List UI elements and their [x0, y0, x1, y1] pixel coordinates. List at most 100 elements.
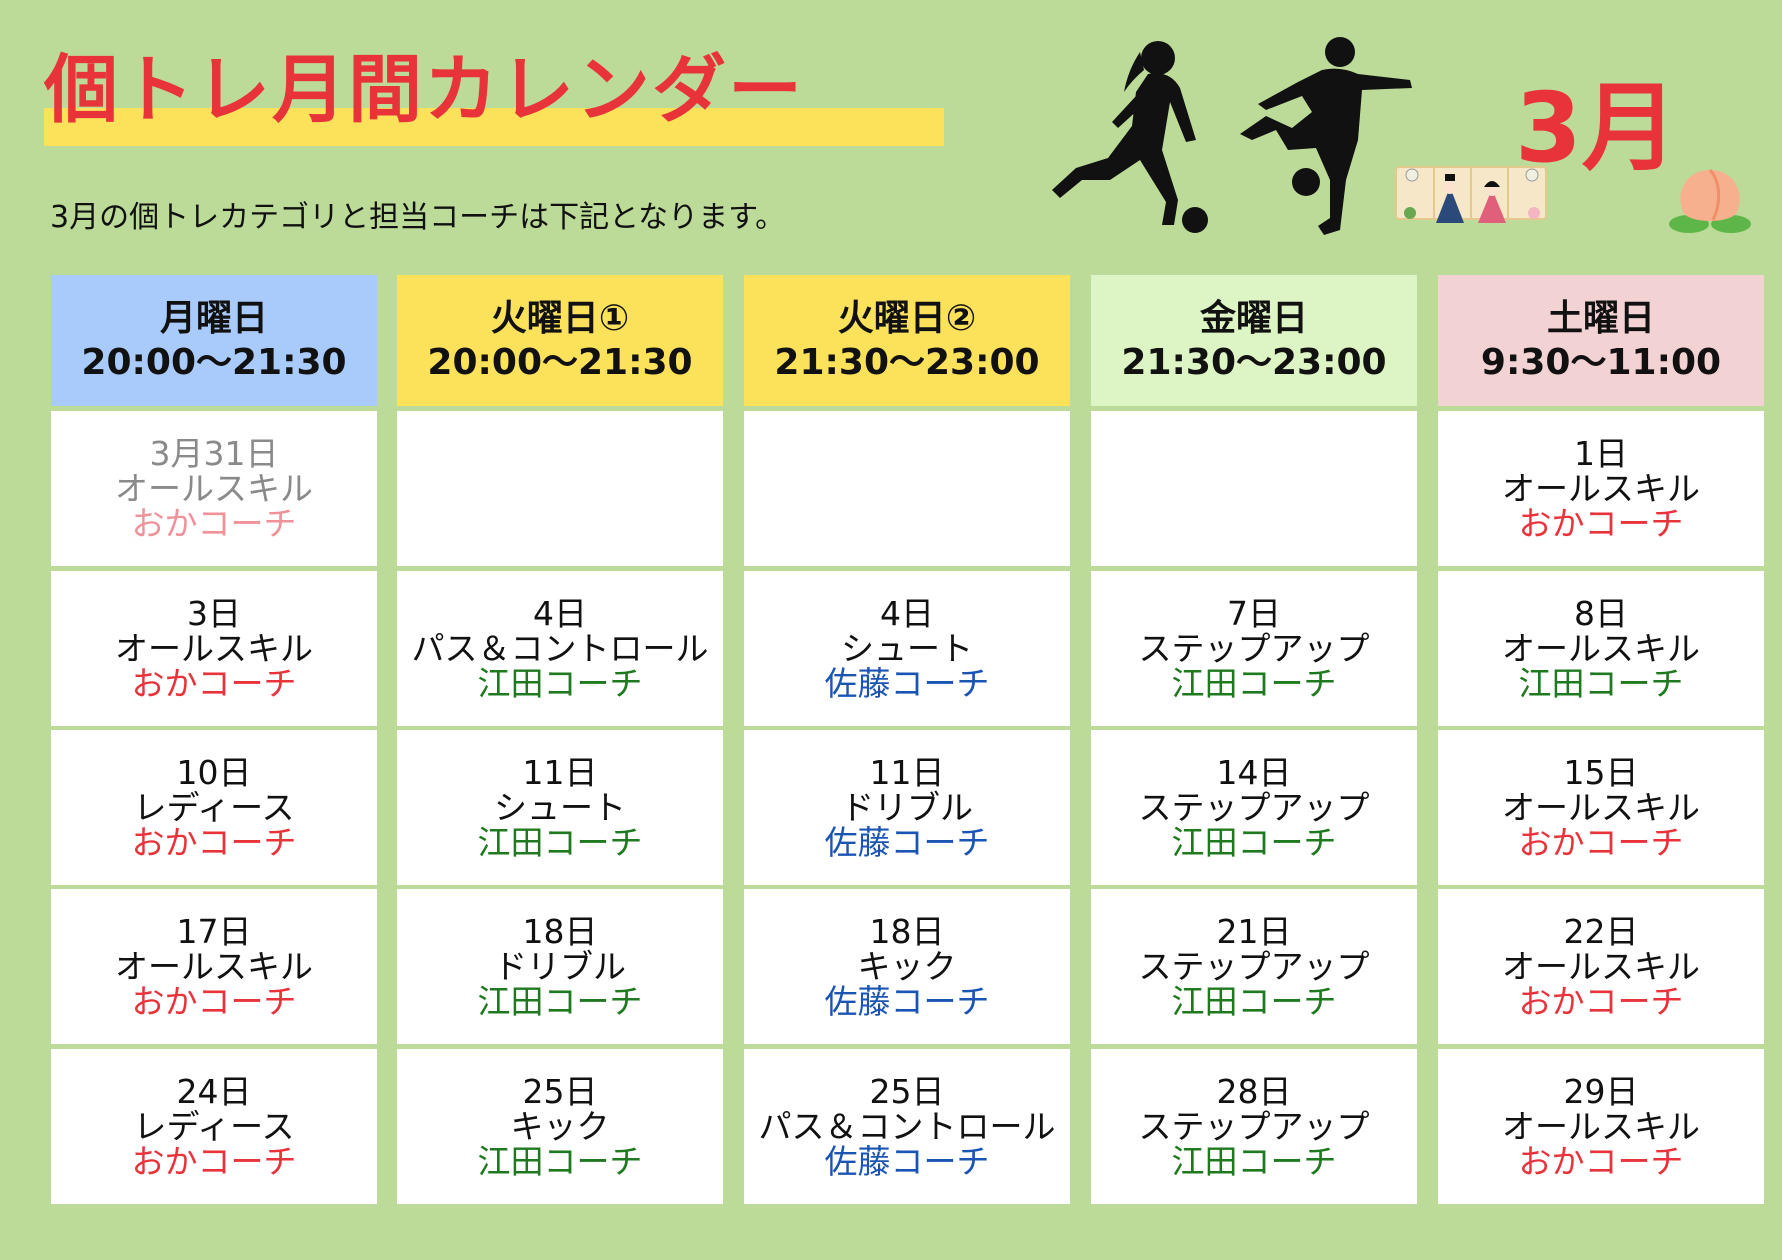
session-date: 3月31日: [149, 434, 279, 473]
session-cell: 25日 キック 江田コーチ: [397, 1049, 723, 1204]
session-coach: 佐藤コーチ: [824, 1142, 990, 1181]
session-category: レディース: [133, 1107, 295, 1146]
column-time: 21:30〜23:00: [1121, 341, 1387, 383]
session-coach: 江田コーチ: [477, 664, 643, 703]
session-date: 7日: [1227, 594, 1281, 633]
session-cell: 24日 レディース おかコーチ: [51, 1049, 377, 1204]
session-coach: 江田コーチ: [1171, 823, 1337, 862]
session-cell: 18日 キック 佐藤コーチ: [744, 889, 1070, 1044]
session-coach: おかコーチ: [131, 982, 297, 1021]
column-header: 月曜日 20:00〜21:30: [51, 275, 377, 406]
session-date: 18日: [522, 912, 598, 951]
session-coach: おかコーチ: [131, 504, 297, 543]
session-category: オールスキル: [1502, 947, 1700, 986]
session-coach: 江田コーチ: [1171, 664, 1337, 703]
session-coach: おかコーチ: [1518, 1142, 1684, 1181]
soccer-ball-icon: [1182, 207, 1208, 233]
calendar-column: 土曜日 9:30〜11:00 1日 オールスキル おかコーチ 8日 オールスキル 江田コーチ 1…: [1438, 275, 1764, 1204]
session-date: 10日: [176, 753, 252, 792]
session-category: オールスキル: [115, 947, 313, 986]
session-category: ステップアップ: [1138, 947, 1370, 986]
column-day: 火曜日①: [490, 297, 630, 339]
session-date: 21日: [1216, 912, 1292, 951]
session-category: オールスキル: [1502, 629, 1700, 668]
session-date: 25日: [522, 1072, 598, 1111]
session-category: キック: [857, 947, 957, 986]
session-cell: 28日 ステップアップ 江田コーチ: [1091, 1049, 1417, 1204]
column-time: 9:30〜11:00: [1480, 341, 1722, 383]
session-cell: 11日 シュート 江田コーチ: [397, 730, 723, 885]
page-title: 個トレ月間カレンダー: [44, 47, 804, 133]
session-coach: おかコーチ: [131, 823, 297, 862]
session-category: ドリブル: [841, 788, 973, 827]
column-header: 金曜日 21:30〜23:00: [1091, 275, 1417, 406]
session-coach: 江田コーチ: [1171, 982, 1337, 1021]
session-category: シュート: [841, 629, 973, 668]
session-category: オールスキル: [1502, 1107, 1700, 1146]
session-date: 14日: [1216, 753, 1292, 792]
column-header: 土曜日 9:30〜11:00: [1438, 275, 1764, 406]
session-category: オールスキル: [1502, 469, 1700, 508]
column-day: 土曜日: [1546, 297, 1655, 339]
column-day: 金曜日: [1199, 297, 1308, 339]
session-cell: 15日 オールスキル おかコーチ: [1438, 730, 1764, 885]
session-coach: 佐藤コーチ: [824, 982, 990, 1021]
empty-cell: [1091, 411, 1417, 566]
session-coach: おかコーチ: [1518, 823, 1684, 862]
session-date: 11日: [869, 753, 945, 792]
column-header: 火曜日① 20:00〜21:30: [397, 275, 723, 406]
session-coach: 江田コーチ: [477, 823, 643, 862]
session-coach: 江田コーチ: [477, 1142, 643, 1181]
session-cell: 1日 オールスキル おかコーチ: [1438, 411, 1764, 566]
session-cell: 29日 オールスキル おかコーチ: [1438, 1049, 1764, 1204]
session-date: 24日: [176, 1072, 252, 1111]
session-category: パス＆コントロール: [411, 629, 709, 668]
session-coach: おかコーチ: [131, 1142, 297, 1181]
session-date: 4日: [880, 594, 934, 633]
column-time: 21:30〜23:00: [774, 341, 1040, 383]
session-cell: 22日 オールスキル おかコーチ: [1438, 889, 1764, 1044]
session-date: 28日: [1216, 1072, 1292, 1111]
column-time: 20:00〜21:30: [81, 341, 347, 383]
session-cell: 17日 オールスキル おかコーチ: [51, 889, 377, 1044]
hina-dolls-icon: [1395, 166, 1547, 223]
title-highlight: [44, 108, 944, 146]
session-coach: おかコーチ: [1518, 982, 1684, 1021]
session-cell: 7日 ステップアップ 江田コーチ: [1091, 571, 1417, 726]
session-coach: 江田コーチ: [1518, 664, 1684, 703]
soccer-player-female-silhouette: [1052, 41, 1196, 225]
session-category: オールスキル: [115, 629, 313, 668]
session-date: 8日: [1574, 594, 1628, 633]
session-coach: 江田コーチ: [1171, 1142, 1337, 1181]
session-date: 29日: [1563, 1072, 1639, 1111]
title-area: 個トレ月間カレンダー: [44, 40, 944, 146]
soccer-players-illustration: [1052, 37, 1412, 235]
session-date: 15日: [1563, 753, 1639, 792]
session-cell: 18日 ドリブル 江田コーチ: [397, 889, 723, 1044]
calendar-column: 火曜日① 20:00〜21:30 4日 パス＆コントロール 江田コーチ 11日 シュート 江田…: [397, 275, 723, 1204]
session-category: オールスキル: [115, 469, 313, 508]
session-category: ドリブル: [494, 947, 626, 986]
session-date: 18日: [869, 912, 945, 951]
session-cell: 3月31日 オールスキル おかコーチ: [51, 411, 377, 566]
column-day: 月曜日: [159, 297, 268, 339]
column-header: 火曜日② 21:30〜23:00: [744, 275, 1070, 406]
session-date: 3日: [187, 594, 241, 633]
session-category: シュート: [494, 788, 626, 827]
session-date: 17日: [176, 912, 252, 951]
session-cell: 8日 オールスキル 江田コーチ: [1438, 571, 1764, 726]
empty-cell: [397, 411, 723, 566]
session-category: レディース: [133, 788, 295, 827]
session-cell: 21日 ステップアップ 江田コーチ: [1091, 889, 1417, 1044]
soccer-ball-icon: [1292, 168, 1320, 196]
session-date: 25日: [869, 1072, 945, 1111]
session-date: 4日: [533, 594, 587, 633]
session-cell: 4日 シュート 佐藤コーチ: [744, 571, 1070, 726]
session-coach: おかコーチ: [1518, 504, 1684, 543]
peach-icon: [1669, 168, 1751, 233]
session-category: オールスキル: [1502, 788, 1700, 827]
calendar-column: 月曜日 20:00〜21:30 3月31日 オールスキル おかコーチ 3日 オールスキル おか…: [51, 275, 377, 1204]
session-cell: 14日 ステップアップ 江田コーチ: [1091, 730, 1417, 885]
session-coach: 佐藤コーチ: [824, 664, 990, 703]
session-cell: 4日 パス＆コントロール 江田コーチ: [397, 571, 723, 726]
